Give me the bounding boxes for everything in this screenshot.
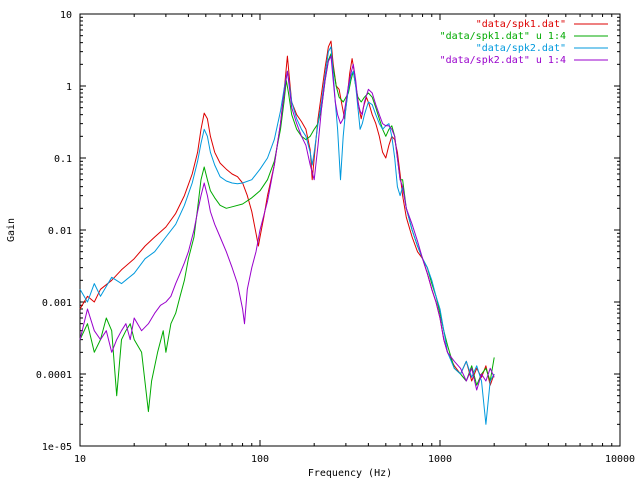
series-line-3 <box>79 46 495 425</box>
x-tick-label: 100 <box>251 454 269 465</box>
legend-label: "data/spk1.dat" <box>476 19 566 30</box>
y-tick-label: 0.0001 <box>36 370 72 381</box>
y-tick-label: 1e-05 <box>42 442 72 453</box>
legend-label: "data/spk1.dat" u 1:4 <box>440 31 566 42</box>
legend-label: "data/spk2.dat" <box>476 43 566 54</box>
y-tick-label: 0.01 <box>48 226 72 237</box>
x-tick-label: 1000 <box>428 454 452 465</box>
y-tick-label: 0.001 <box>42 298 72 309</box>
series-line-1 <box>79 40 495 386</box>
series-line-4 <box>79 55 495 391</box>
legend: "data/spk1.dat""data/spk1.dat" u 1:4"dat… <box>440 19 608 66</box>
series-layer <box>79 40 495 425</box>
x-axis-title: Frequency (Hz) <box>308 468 392 479</box>
y-axis-title: Gain <box>6 218 17 242</box>
y-tick-label: 1 <box>66 82 72 93</box>
y-tick-label: 0.1 <box>54 154 72 165</box>
x-tick-label: 10 <box>74 454 86 465</box>
x-axis-ticks: 10 100 1000 10000 <box>74 14 635 465</box>
y-tick-label: 10 <box>60 10 72 21</box>
legend-label: "data/spk2.dat" u 1:4 <box>440 55 566 66</box>
x-tick-label: 10000 <box>605 454 635 465</box>
y-axis-ticks: 1e-05 0.0001 0.001 0.01 0.1 1 10 <box>36 10 620 453</box>
series-line-2 <box>79 53 495 413</box>
